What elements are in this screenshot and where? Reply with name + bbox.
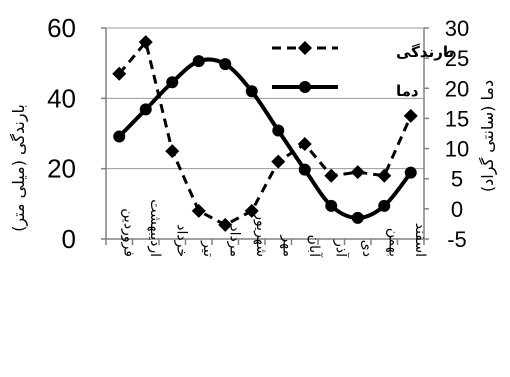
data-point-diamond — [191, 203, 206, 218]
data-point-diamond — [350, 165, 365, 180]
right-axis-title: دما (سانتی گراد) — [478, 80, 498, 192]
left-axis-title: بارندگی (میلی متر) — [9, 104, 29, 232]
data-point-diamond — [297, 137, 312, 152]
data-point-circle — [404, 166, 417, 179]
data-point-circle — [245, 85, 258, 98]
data-point-diamond — [218, 217, 233, 232]
data-point-diamond — [403, 108, 418, 123]
data-point-diamond — [271, 154, 286, 169]
series-line — [118, 38, 413, 227]
data-point-circle — [166, 76, 179, 89]
left-tick-label: 20 — [47, 154, 76, 184]
legend-label: دما — [396, 82, 419, 100]
x-tick-label: خرداد — [173, 224, 189, 257]
x-axis-labels: فروردین اردیبهشت خرداد تیر مرداد شهریور مهر آبا… — [105, 199, 428, 258]
data-point-diamond — [377, 168, 392, 183]
x-tick-label: شهریور — [253, 212, 269, 257]
x-tick-label: مرداد — [226, 225, 242, 257]
x-tick-label: آبان — [306, 235, 323, 258]
left-tick-label: 60 — [47, 13, 76, 43]
x-tick-label: اسفند — [412, 223, 428, 257]
data-point-diamond — [244, 203, 259, 218]
right-tick-label: 25 — [445, 46, 469, 71]
data-point-circle — [272, 124, 285, 137]
right-axis-ticks: -5 0 5 10 15 20 25 30 — [424, 16, 469, 252]
data-point-circle — [298, 163, 311, 176]
series-layer — [112, 35, 418, 232]
right-tick-label: 30 — [445, 16, 469, 41]
x-tick-label: آذر — [332, 239, 349, 258]
x-tick-label: فروردین — [120, 208, 136, 257]
data-point-diamond — [112, 66, 127, 81]
right-tick-label: 10 — [445, 137, 469, 162]
data-point-circle — [139, 103, 152, 116]
x-tick-label: دی — [359, 240, 375, 257]
data-point-diamond — [324, 168, 339, 183]
data-point-diamond — [165, 144, 180, 159]
left-tick-label: 40 — [47, 83, 76, 113]
data-point-circle — [325, 199, 338, 212]
x-tick-label: اردیبهشت — [147, 199, 163, 257]
right-tick-label: 15 — [445, 106, 469, 131]
right-tick-label: -5 — [447, 227, 467, 252]
right-tick-label: 5 — [451, 167, 463, 192]
x-tick-label: مهر — [279, 234, 295, 257]
right-tick-label: 0 — [451, 197, 463, 222]
data-point-circle — [351, 211, 364, 224]
data-point-circle — [219, 58, 232, 71]
data-point-circle — [378, 199, 391, 212]
data-point-circle — [113, 130, 126, 143]
legend: بارندگی دما — [272, 41, 454, 100]
legend-marker-circle — [299, 81, 311, 93]
legend-marker-diamond — [298, 41, 312, 55]
x-tick-label: تیر — [200, 240, 216, 257]
data-point-diamond — [138, 35, 153, 50]
x-tick-label: بهمن — [385, 228, 401, 257]
left-axis-ticks: 0 20 40 60 — [47, 13, 106, 254]
series-line — [117, 57, 413, 220]
legend-label: بارندگی — [396, 43, 454, 61]
right-tick-label: 20 — [445, 76, 469, 101]
left-tick-label: 0 — [62, 224, 76, 254]
data-point-circle — [192, 55, 205, 68]
